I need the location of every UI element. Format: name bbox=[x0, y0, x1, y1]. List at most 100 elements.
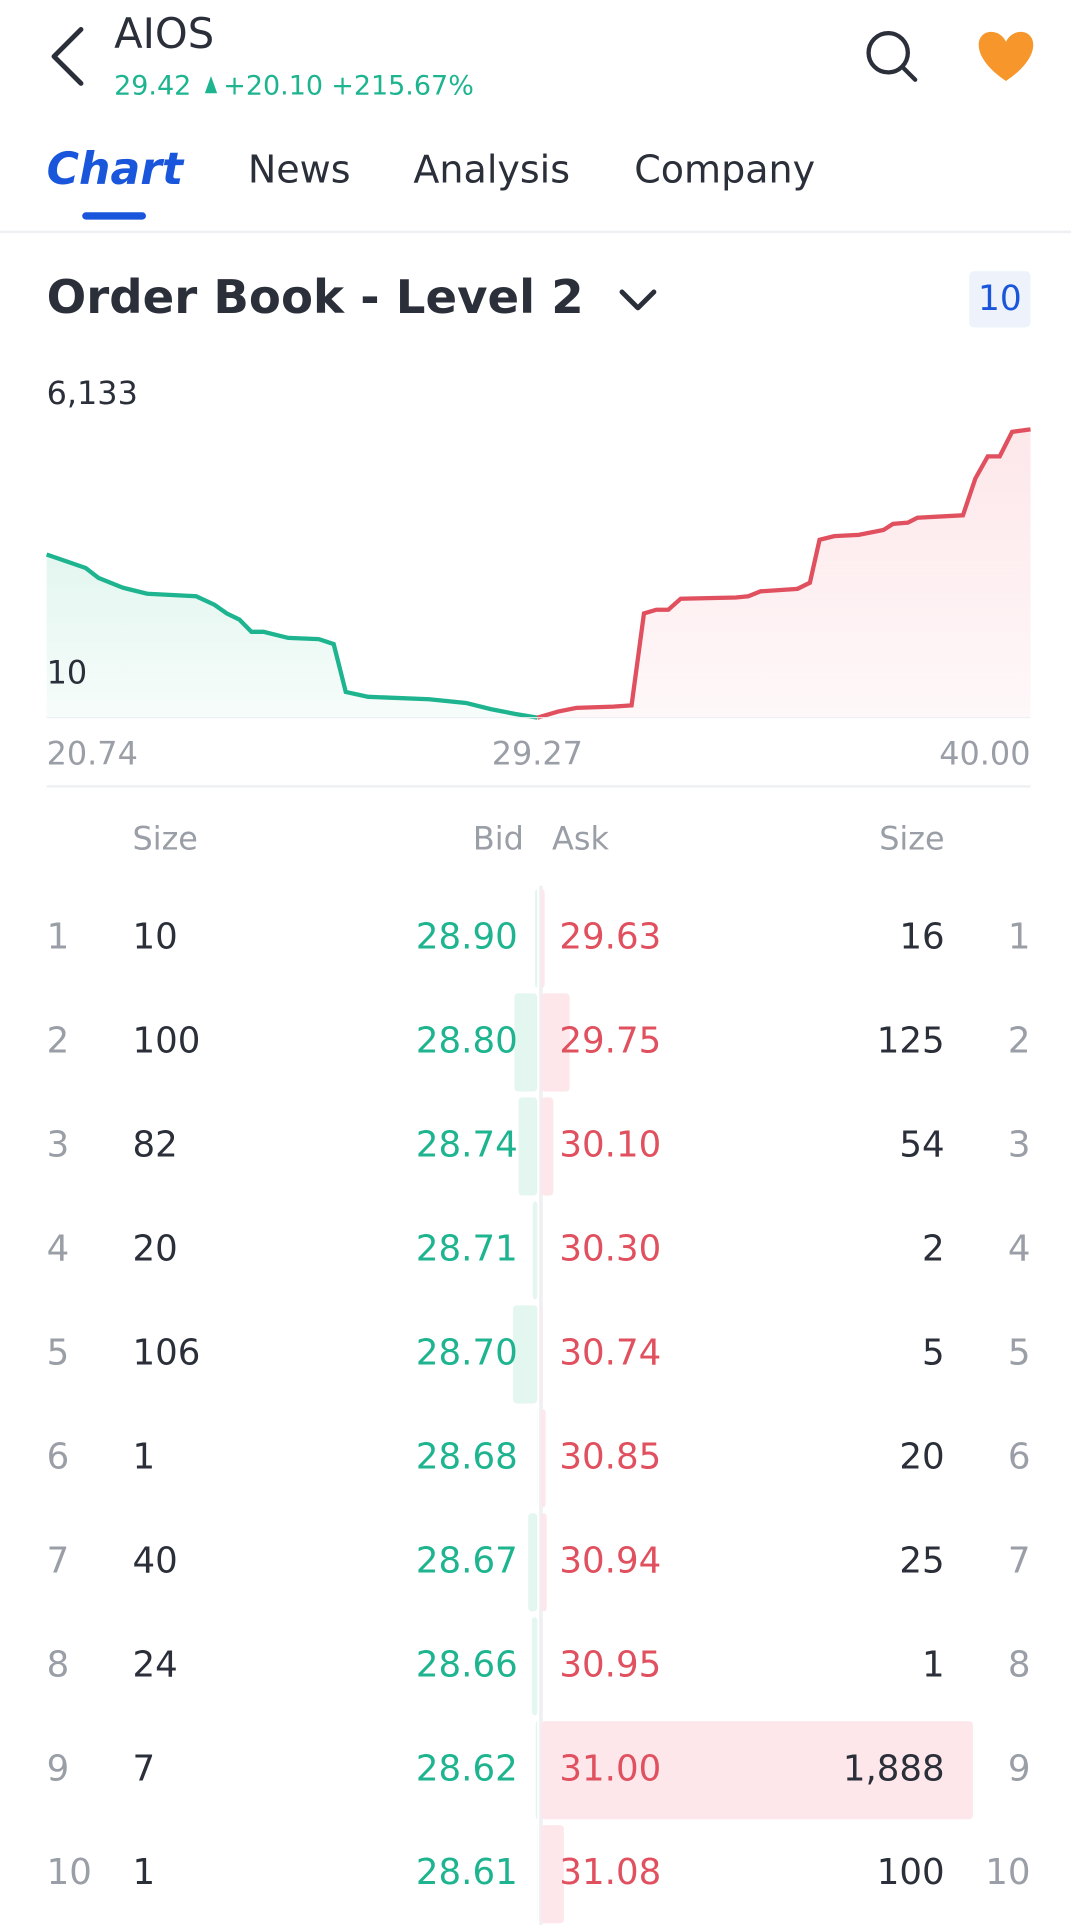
depth-line bbox=[45, 552, 538, 720]
column-header: Ask bbox=[552, 819, 609, 857]
bid-price: 28.74 bbox=[416, 1124, 518, 1165]
ask-size: 125 bbox=[877, 1020, 945, 1061]
y-tick-label: 6,133 bbox=[47, 374, 138, 412]
x-tick-label: 20.74 bbox=[47, 735, 138, 773]
level: 2 bbox=[47, 1020, 70, 1061]
ask-price: 31.08 bbox=[559, 1852, 661, 1893]
bid-price: 28.70 bbox=[416, 1332, 518, 1373]
ask-size: 25 bbox=[899, 1540, 944, 1581]
column-header: Size bbox=[879, 819, 944, 857]
bid-price: 28.80 bbox=[416, 1020, 518, 1061]
bid-price: 28.67 bbox=[416, 1540, 518, 1581]
level: 9 bbox=[1008, 1748, 1031, 1789]
level: 1 bbox=[47, 917, 70, 958]
x-tick-label: 29.27 bbox=[492, 735, 583, 773]
tab-news[interactable]: News bbox=[248, 147, 351, 191]
ask-price: 31.00 bbox=[559, 1748, 661, 1789]
bid-size: 82 bbox=[132, 1124, 177, 1165]
ask-depth-bar bbox=[541, 1305, 543, 1404]
bid-size: 24 bbox=[132, 1644, 177, 1685]
bid-price: 28.62 bbox=[416, 1748, 518, 1789]
level: 9 bbox=[47, 1748, 70, 1789]
bid-size: 20 bbox=[132, 1228, 177, 1269]
tab-analysis[interactable]: Analysis bbox=[413, 147, 570, 191]
bid-size: 7 bbox=[132, 1748, 155, 1789]
bid-depth-bar bbox=[535, 889, 538, 988]
level: 7 bbox=[47, 1540, 70, 1581]
bid-depth-bar bbox=[513, 1305, 538, 1404]
ask-price: 30.94 bbox=[559, 1540, 661, 1581]
ask-size: 2 bbox=[922, 1228, 945, 1269]
section-title: Order Book - Level 2 bbox=[47, 270, 584, 324]
ask-price: 30.95 bbox=[559, 1644, 661, 1685]
dropdown[interactable] bbox=[619, 289, 657, 311]
ask-price: 30.74 bbox=[559, 1332, 661, 1373]
bid-size: 40 bbox=[132, 1540, 177, 1581]
bid-size: 10 bbox=[132, 917, 177, 958]
ask-depth-bar bbox=[541, 1409, 546, 1508]
change: +20.10 bbox=[223, 71, 323, 102]
bid-depth-bar bbox=[518, 1097, 538, 1196]
bid-price: 28.90 bbox=[416, 917, 518, 958]
ask-depth-bar bbox=[541, 993, 570, 1092]
level: 5 bbox=[47, 1332, 70, 1373]
column-header: Size bbox=[132, 819, 197, 857]
ask-size: 16 bbox=[899, 917, 944, 958]
level: 4 bbox=[1008, 1228, 1031, 1269]
bid-size: 100 bbox=[132, 1020, 200, 1061]
price: 29.42 bbox=[114, 71, 191, 102]
back-button[interactable] bbox=[51, 26, 84, 86]
ask-price: 30.10 bbox=[559, 1124, 661, 1165]
x-tick-label: 40.00 bbox=[939, 735, 1030, 773]
ask-depth-bar bbox=[541, 1825, 564, 1924]
ask-size: 54 bbox=[899, 1124, 944, 1165]
depth-badge[interactable]: 10 bbox=[978, 279, 1022, 319]
bid-depth-bar bbox=[535, 1721, 538, 1820]
ask-size: 100 bbox=[877, 1852, 945, 1893]
ask-depth-bar bbox=[541, 889, 545, 988]
ask-price: 29.75 bbox=[559, 1020, 661, 1061]
ask-price: 30.85 bbox=[559, 1436, 661, 1477]
y-tick-label: 10 bbox=[47, 654, 88, 692]
tab-company[interactable]: Company bbox=[634, 147, 815, 191]
ask-depth-bar bbox=[541, 1097, 554, 1196]
ask-size: 1,888 bbox=[843, 1748, 945, 1789]
bid-size: 1 bbox=[132, 1852, 155, 1893]
level: 1 bbox=[1008, 917, 1031, 958]
column-header: Bid bbox=[473, 819, 524, 857]
bid-price: 28.66 bbox=[416, 1644, 518, 1685]
ask-price: 29.63 bbox=[559, 917, 661, 958]
tab-indicator bbox=[82, 212, 146, 220]
bid-price: 28.71 bbox=[416, 1228, 518, 1269]
level: 10 bbox=[47, 1852, 92, 1893]
search-button[interactable] bbox=[866, 30, 918, 82]
bid-depth-bar bbox=[532, 1201, 538, 1300]
level: 3 bbox=[47, 1124, 70, 1165]
symbol: AIOS bbox=[114, 9, 214, 58]
bid-depth-bar bbox=[514, 993, 538, 1092]
up-arrow bbox=[204, 76, 218, 94]
ask-size: 5 bbox=[922, 1332, 945, 1373]
bid-price: 28.61 bbox=[416, 1852, 518, 1893]
depth-line bbox=[536, 427, 1031, 720]
level: 8 bbox=[47, 1644, 70, 1685]
ask-size: 20 bbox=[899, 1436, 944, 1477]
tab-chart[interactable]: Chart bbox=[47, 144, 185, 195]
favorite-button[interactable] bbox=[978, 31, 1034, 81]
bid-size: 1 bbox=[132, 1436, 155, 1477]
level: 7 bbox=[1008, 1540, 1031, 1581]
ask-depth-bar bbox=[541, 1513, 547, 1612]
ask-size: 1 bbox=[922, 1644, 945, 1685]
bid-depth-bar bbox=[531, 1617, 538, 1716]
level: 8 bbox=[1008, 1644, 1031, 1685]
level: 6 bbox=[47, 1436, 70, 1477]
ask-depth-bar bbox=[541, 1721, 973, 1820]
bid-price: 28.68 bbox=[416, 1436, 518, 1477]
level: 3 bbox=[1008, 1124, 1031, 1165]
level: 4 bbox=[47, 1228, 70, 1269]
level: 6 bbox=[1008, 1436, 1031, 1477]
change-pct: +215.67% bbox=[331, 71, 474, 102]
depth-badge-bg[interactable] bbox=[969, 271, 1031, 328]
